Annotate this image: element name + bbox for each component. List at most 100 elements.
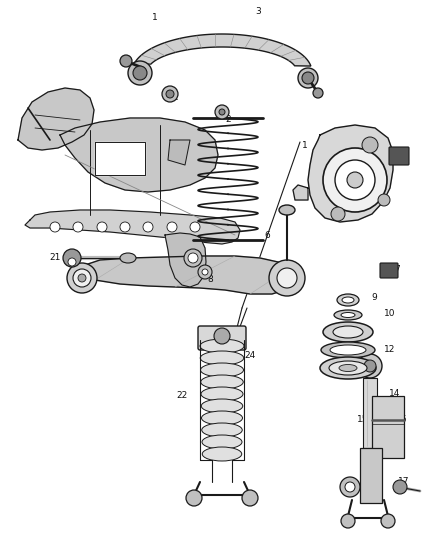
Text: 6: 6 <box>264 230 270 239</box>
Circle shape <box>190 222 200 232</box>
Circle shape <box>143 222 153 232</box>
Circle shape <box>381 514 395 528</box>
Text: 21: 21 <box>49 254 61 262</box>
Ellipse shape <box>339 365 357 372</box>
Ellipse shape <box>200 351 244 365</box>
Circle shape <box>215 105 229 119</box>
Circle shape <box>362 137 378 153</box>
Circle shape <box>198 265 212 279</box>
Ellipse shape <box>334 310 362 320</box>
Circle shape <box>73 269 91 287</box>
Text: 19: 19 <box>189 251 201 260</box>
Ellipse shape <box>323 322 373 342</box>
Ellipse shape <box>202 423 242 437</box>
Ellipse shape <box>279 205 295 215</box>
Circle shape <box>347 172 363 188</box>
Circle shape <box>68 258 76 266</box>
Circle shape <box>67 263 97 293</box>
Ellipse shape <box>330 345 366 355</box>
Text: 15: 15 <box>357 416 369 424</box>
Circle shape <box>335 160 375 200</box>
Text: 3: 3 <box>255 7 261 17</box>
Circle shape <box>78 274 86 282</box>
Circle shape <box>167 222 177 232</box>
Ellipse shape <box>201 411 243 425</box>
Circle shape <box>269 260 305 296</box>
Ellipse shape <box>341 312 355 318</box>
Text: 12: 12 <box>384 344 396 353</box>
Circle shape <box>202 269 208 275</box>
Circle shape <box>166 90 174 98</box>
Bar <box>372 396 404 458</box>
Text: 2: 2 <box>225 116 231 125</box>
Ellipse shape <box>201 363 244 377</box>
Text: 8: 8 <box>207 276 213 285</box>
Circle shape <box>133 66 147 80</box>
Ellipse shape <box>321 342 375 358</box>
Circle shape <box>323 148 387 212</box>
Polygon shape <box>135 34 311 66</box>
Circle shape <box>313 88 323 98</box>
Polygon shape <box>18 88 94 150</box>
Text: 9: 9 <box>371 294 377 303</box>
Circle shape <box>331 207 345 221</box>
Circle shape <box>188 253 198 263</box>
Ellipse shape <box>201 399 243 413</box>
Text: 16: 16 <box>396 416 408 424</box>
Circle shape <box>50 222 60 232</box>
Polygon shape <box>95 142 145 175</box>
Text: 22: 22 <box>177 391 187 400</box>
Circle shape <box>393 480 407 494</box>
Text: 13: 13 <box>346 364 358 373</box>
Ellipse shape <box>200 339 244 353</box>
Ellipse shape <box>120 253 136 263</box>
FancyBboxPatch shape <box>389 147 409 165</box>
Text: 5: 5 <box>345 191 351 200</box>
Text: 10: 10 <box>384 310 396 319</box>
Text: 14: 14 <box>389 389 401 398</box>
Ellipse shape <box>202 435 242 449</box>
Ellipse shape <box>201 387 243 401</box>
Text: 23: 23 <box>208 356 220 365</box>
Text: 7: 7 <box>394 265 400 274</box>
Circle shape <box>242 490 258 506</box>
Text: 24: 24 <box>244 351 256 359</box>
Circle shape <box>186 490 202 506</box>
Text: 1: 1 <box>302 141 308 149</box>
Circle shape <box>345 482 355 492</box>
Polygon shape <box>168 140 190 165</box>
Text: 2: 2 <box>172 93 178 102</box>
Circle shape <box>184 249 202 267</box>
Text: 17: 17 <box>398 478 410 487</box>
Circle shape <box>120 222 130 232</box>
Circle shape <box>277 268 297 288</box>
Polygon shape <box>25 210 240 244</box>
Ellipse shape <box>333 326 363 338</box>
Polygon shape <box>165 233 206 287</box>
Ellipse shape <box>202 447 242 461</box>
Circle shape <box>302 72 314 84</box>
Circle shape <box>298 68 318 88</box>
Circle shape <box>219 109 225 115</box>
Ellipse shape <box>329 361 367 375</box>
Circle shape <box>162 86 178 102</box>
Text: 20: 20 <box>177 265 189 274</box>
Ellipse shape <box>201 375 243 389</box>
Circle shape <box>120 55 132 67</box>
Polygon shape <box>308 125 393 222</box>
Circle shape <box>378 194 390 206</box>
Text: 4: 4 <box>399 150 405 159</box>
Circle shape <box>128 61 152 85</box>
Text: 11: 11 <box>346 326 358 335</box>
Polygon shape <box>76 256 295 294</box>
Text: 18: 18 <box>349 481 361 489</box>
Bar <box>360 448 382 503</box>
Circle shape <box>214 328 230 344</box>
Ellipse shape <box>337 294 359 306</box>
Bar <box>363 378 377 448</box>
Circle shape <box>341 514 355 528</box>
Circle shape <box>73 222 83 232</box>
Circle shape <box>364 360 376 372</box>
FancyBboxPatch shape <box>380 263 398 278</box>
Circle shape <box>340 477 360 497</box>
